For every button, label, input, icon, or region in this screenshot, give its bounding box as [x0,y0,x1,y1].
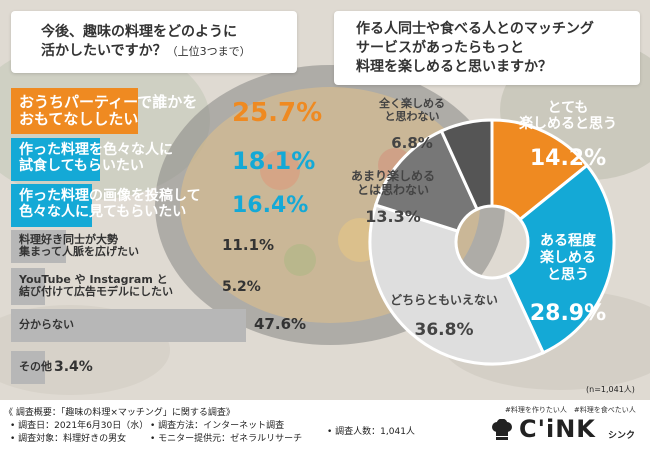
ranking-bar-fill [11,268,45,305]
donut-slice-value: 28.9% [530,301,606,326]
ranking-bar-6: 分からない [11,309,246,342]
ranking-bar-label-line: 結び付けて広告モデルにしたい [19,285,173,299]
ranking-bar-label-line: 集まって人脈を広げたい [19,245,140,259]
survey-target: • 調査対象：料理好きの男女 [10,434,127,444]
donut-slice-1 [490,118,590,222]
cink-logo: #料理を作りたい人 #料理を食べたい人 C'iNK シンク [487,403,647,448]
left-question-line1: 今後、趣味の料理をどのように [41,24,237,40]
donut-slice-value: 14.2% [530,146,606,171]
donut-slice-label: と思わない [385,110,440,123]
ranking-bar-label: 作った料理を色々な人に 試食してもらいたい [19,143,173,174]
donut-slice-value: 6.8% [391,134,433,152]
donut-slice-value: 36.8% [415,320,474,340]
ranking-bar-value: 18.1% [232,147,316,175]
ranking-bar-fill [11,351,45,384]
ranking-bar-fill [11,138,101,181]
donut-slice-label: と思う [547,267,589,283]
ranking-bar-label-line: 作った料理の画像を投稿して [19,188,201,205]
ranking-bar-label: 分からない [19,317,74,331]
ranking-bar-value: 3.4% [54,359,93,375]
ranking-bar-fill [11,88,138,134]
ranking-bar-value: 5.2% [222,279,261,295]
left-question-box: 今後、趣味の料理をどのように 活かしたいですか？（上位3つまで） [11,11,297,73]
survey-method: • 調査方法：インターネット調査 [150,421,285,431]
right-question-line2: サービスがあったらもっと [356,40,524,56]
ranking-bar-value: 11.1% [222,236,275,254]
right-question-line3: 料理を楽しめると思いますか？ [356,59,552,75]
donut-slice-label: あまり楽しめる [351,168,435,183]
footer: 《 調査概要：「趣味の料理×マッチング」に関する調査》 • 調査日：2021年6… [0,400,650,450]
ranking-bar-7: その他 [11,351,246,384]
left-question-line2: 活かしたいですか？ [41,43,167,59]
ranking-bar-2: 作った料理を色々な人に 試食してもらいたい [11,138,246,181]
ranking-bar-4: 料理好き同士が大勢 集まって人脈を広げたい [11,230,246,263]
ranking-bar-label: YouTube や Instagram と結び付けて広告モデルにしたい [19,272,173,299]
donut-slice-5 [439,118,494,212]
ranking-bar-fill [11,184,92,227]
ranking-bar-5: YouTube や Instagram と結び付けて広告モデルにしたい [11,268,246,305]
ranking-bar-label-line: 料理好き同士が大勢 [19,232,118,246]
left-question-note: （上位3つまで） [166,45,251,58]
ranking-bar-value: 16.4% [232,193,309,218]
survey-date: • 調査日：2021年6月30日（水） [10,421,149,431]
ranking-bar-fill [11,309,246,342]
ranking-bar-label-line: YouTube や Instagram と [19,272,168,286]
ranking-bar-fill [11,230,66,263]
donut-slice-label: 楽しめる [539,249,596,266]
ranking-bar-label-line: 色々な人に見てもらいたい [19,204,187,221]
ranking-bar-label: その他 [19,359,52,373]
survey-title: 《 調査概要：「趣味の料理×マッチング」に関する調査》 [4,408,235,418]
donut-slice-label: とても [548,100,589,116]
right-question-box: 作る人同士や食べる人とのマッチング サービスがあったらもっと 料理を楽しめると思… [334,11,640,85]
ranking-bar-3: 作った料理の画像を投稿して 色々な人に見てもらいたい [11,184,246,227]
donut-slice-label: どちらともいえない [390,293,498,307]
ranking-bar-label: 作った料理の画像を投稿して 色々な人に見てもらいたい [19,189,201,220]
logo-wordmark: C'iNK [519,415,596,443]
ranking-bar-label: おうちパーティーで誰かを おもてなししたい [19,92,198,128]
donut-slice-label: 楽しめると思う [518,115,617,132]
right-question-line1: 作る人同士や食べる人とのマッチング [356,21,594,37]
survey-count: • 調査人数：1,041人 [327,427,415,437]
ranking-bar-value: 25.7% [232,98,323,128]
chef-hat-icon [492,419,512,440]
donut-slice-value: 13.3% [365,207,421,226]
logo-kana: シンク [608,431,636,441]
ranking-bar-label-line: その他 [19,359,52,373]
ranking-bar-1: おうちパーティーで誰かを おもてなししたい [11,88,246,134]
ranking-bar-label-line: おもてなししたい [19,109,139,128]
ranking-bar-label-line: 作った料理を色々な人に [19,142,173,159]
sample-size-note: (n=1,041人) [586,385,635,394]
ranking-bar-value: 47.6% [254,315,307,333]
donut-slice-label: とは思わない [357,183,429,197]
donut-slice-3 [368,203,546,366]
survey-provider: • モニター提供元：ゼネラルリサーチ [150,434,303,444]
donut-slice-2 [505,163,616,355]
donut-slice-label: 全く楽しめる [378,96,445,110]
donut-slice-label: ある程度 [540,232,597,249]
donut-chart: とても楽しめると思う14.2%ある程度楽しめると思う28.9%どちらともいえない… [351,96,617,366]
ranking-bar-label: 料理好き同士が大勢 集まって人脈を広げたい [19,232,140,259]
ranking-bar-label-line: 試食してもらいたい [19,158,144,175]
ranking-bar-label-line: 分からない [19,317,74,331]
logo-tagline: #料理を作りたい人 #料理を食べたい人 [505,406,636,414]
ranking-bar-label-line: おうちパーティーで誰かを [19,92,198,111]
